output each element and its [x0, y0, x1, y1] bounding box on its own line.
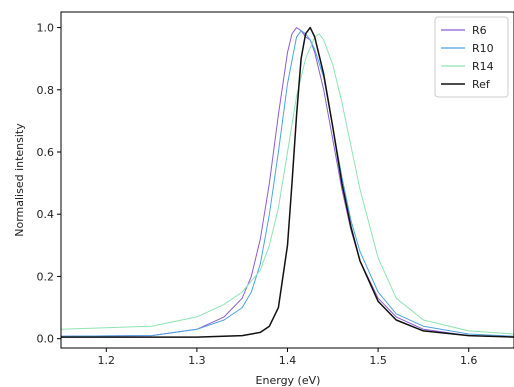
y-tick-label: 0.4: [37, 208, 55, 221]
y-tick-label: 0.0: [37, 333, 55, 346]
legend-label-ref: Ref: [472, 78, 491, 91]
series-line-ref: [61, 26, 514, 338]
series-line-r6: [61, 27, 514, 338]
x-axis-label: Energy (eV): [256, 374, 321, 387]
x-tick-label: 1.2: [98, 354, 116, 367]
x-tick-label: 1.6: [460, 354, 478, 367]
y-axis-label: Normalised intensity: [13, 123, 26, 237]
x-axis: 1.2 1.3 1.4 1.5 1.6: [98, 348, 478, 367]
legend-frame: [434, 16, 509, 98]
y-tick-label: 0.2: [37, 270, 55, 283]
series-layer: [61, 26, 514, 338]
y-axis: 0.0 0.2 0.4 0.6 0.8 1.0: [37, 22, 61, 346]
legend: R6 R10 R14 Ref: [434, 16, 509, 98]
y-tick-label: 1.0: [37, 22, 55, 35]
legend-label-r14: R14: [472, 60, 494, 73]
y-tick-label: 0.6: [37, 146, 55, 159]
x-tick-label: 1.5: [369, 354, 387, 367]
x-tick-label: 1.3: [188, 354, 206, 367]
x-tick-label: 1.4: [279, 354, 297, 367]
legend-label-r10: R10: [472, 42, 494, 55]
legend-label-r6: R6: [472, 24, 487, 37]
y-tick-label: 0.8: [37, 84, 55, 97]
